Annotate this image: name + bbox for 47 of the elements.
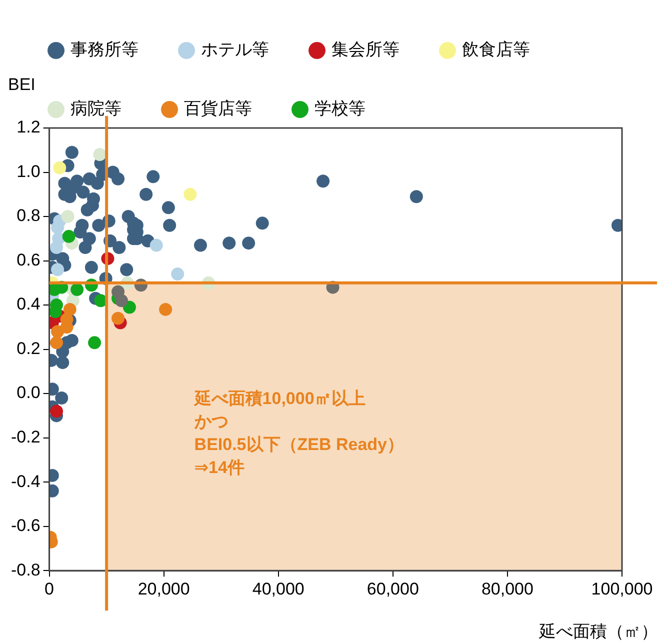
y-tick-label: 0.2 (16, 338, 40, 358)
y-tick-label: 0.0 (16, 383, 40, 402)
point (70, 283, 84, 296)
y-tick-label: 1.0 (16, 162, 40, 181)
x-tick-label: 20,000 (138, 579, 190, 598)
x-tick-label: 60,000 (366, 579, 419, 598)
point (53, 161, 66, 174)
annotation: ⇒14件 (194, 458, 244, 478)
x-tick-label: 40,000 (252, 579, 304, 598)
point (93, 148, 106, 162)
point (50, 404, 64, 418)
point (51, 263, 64, 276)
point (61, 210, 74, 224)
x-tick-label: 0 (44, 579, 54, 598)
point (112, 312, 125, 325)
x-tick-label: 80,000 (481, 579, 534, 598)
y-axis-title: BEI (8, 75, 36, 94)
point (62, 230, 76, 243)
legend-label: 百貨店等 (184, 99, 252, 118)
legend-label: 飲食店等 (462, 40, 530, 60)
point (159, 302, 172, 316)
annotation: BEI0.5以下（ZEB Ready） (194, 435, 404, 454)
x-tick-label: 100,000 (591, 579, 653, 598)
legend-label: 学校等 (314, 99, 366, 118)
y-tick-label: 0.8 (16, 206, 40, 226)
annotation: かつ (193, 412, 228, 432)
annotation: 延べ面積10,000㎡以上 (192, 389, 366, 408)
legend-label: 病院等 (70, 99, 122, 118)
legend-label: 集会所等 (332, 40, 400, 60)
point (150, 238, 163, 252)
y-tick-label: -0.4 (10, 472, 40, 491)
point (50, 336, 64, 350)
point (50, 241, 64, 254)
legend-label: ホテル等 (201, 40, 269, 60)
point (171, 268, 184, 281)
legend-label: 事務所等 (70, 40, 138, 60)
y-tick-label: -0.2 (10, 428, 40, 447)
point (51, 221, 64, 234)
y-tick-label: -0.8 (10, 560, 40, 580)
y-tick-label: 1.2 (16, 118, 40, 137)
y-tick-label: -0.6 (10, 516, 40, 536)
point (88, 336, 102, 350)
y-tick-label: 0.4 (16, 294, 40, 314)
y-tick-label: 0.6 (16, 250, 40, 270)
x-axis-title: 延べ面積（㎡） (538, 622, 658, 641)
point (114, 294, 128, 308)
point (184, 188, 197, 201)
